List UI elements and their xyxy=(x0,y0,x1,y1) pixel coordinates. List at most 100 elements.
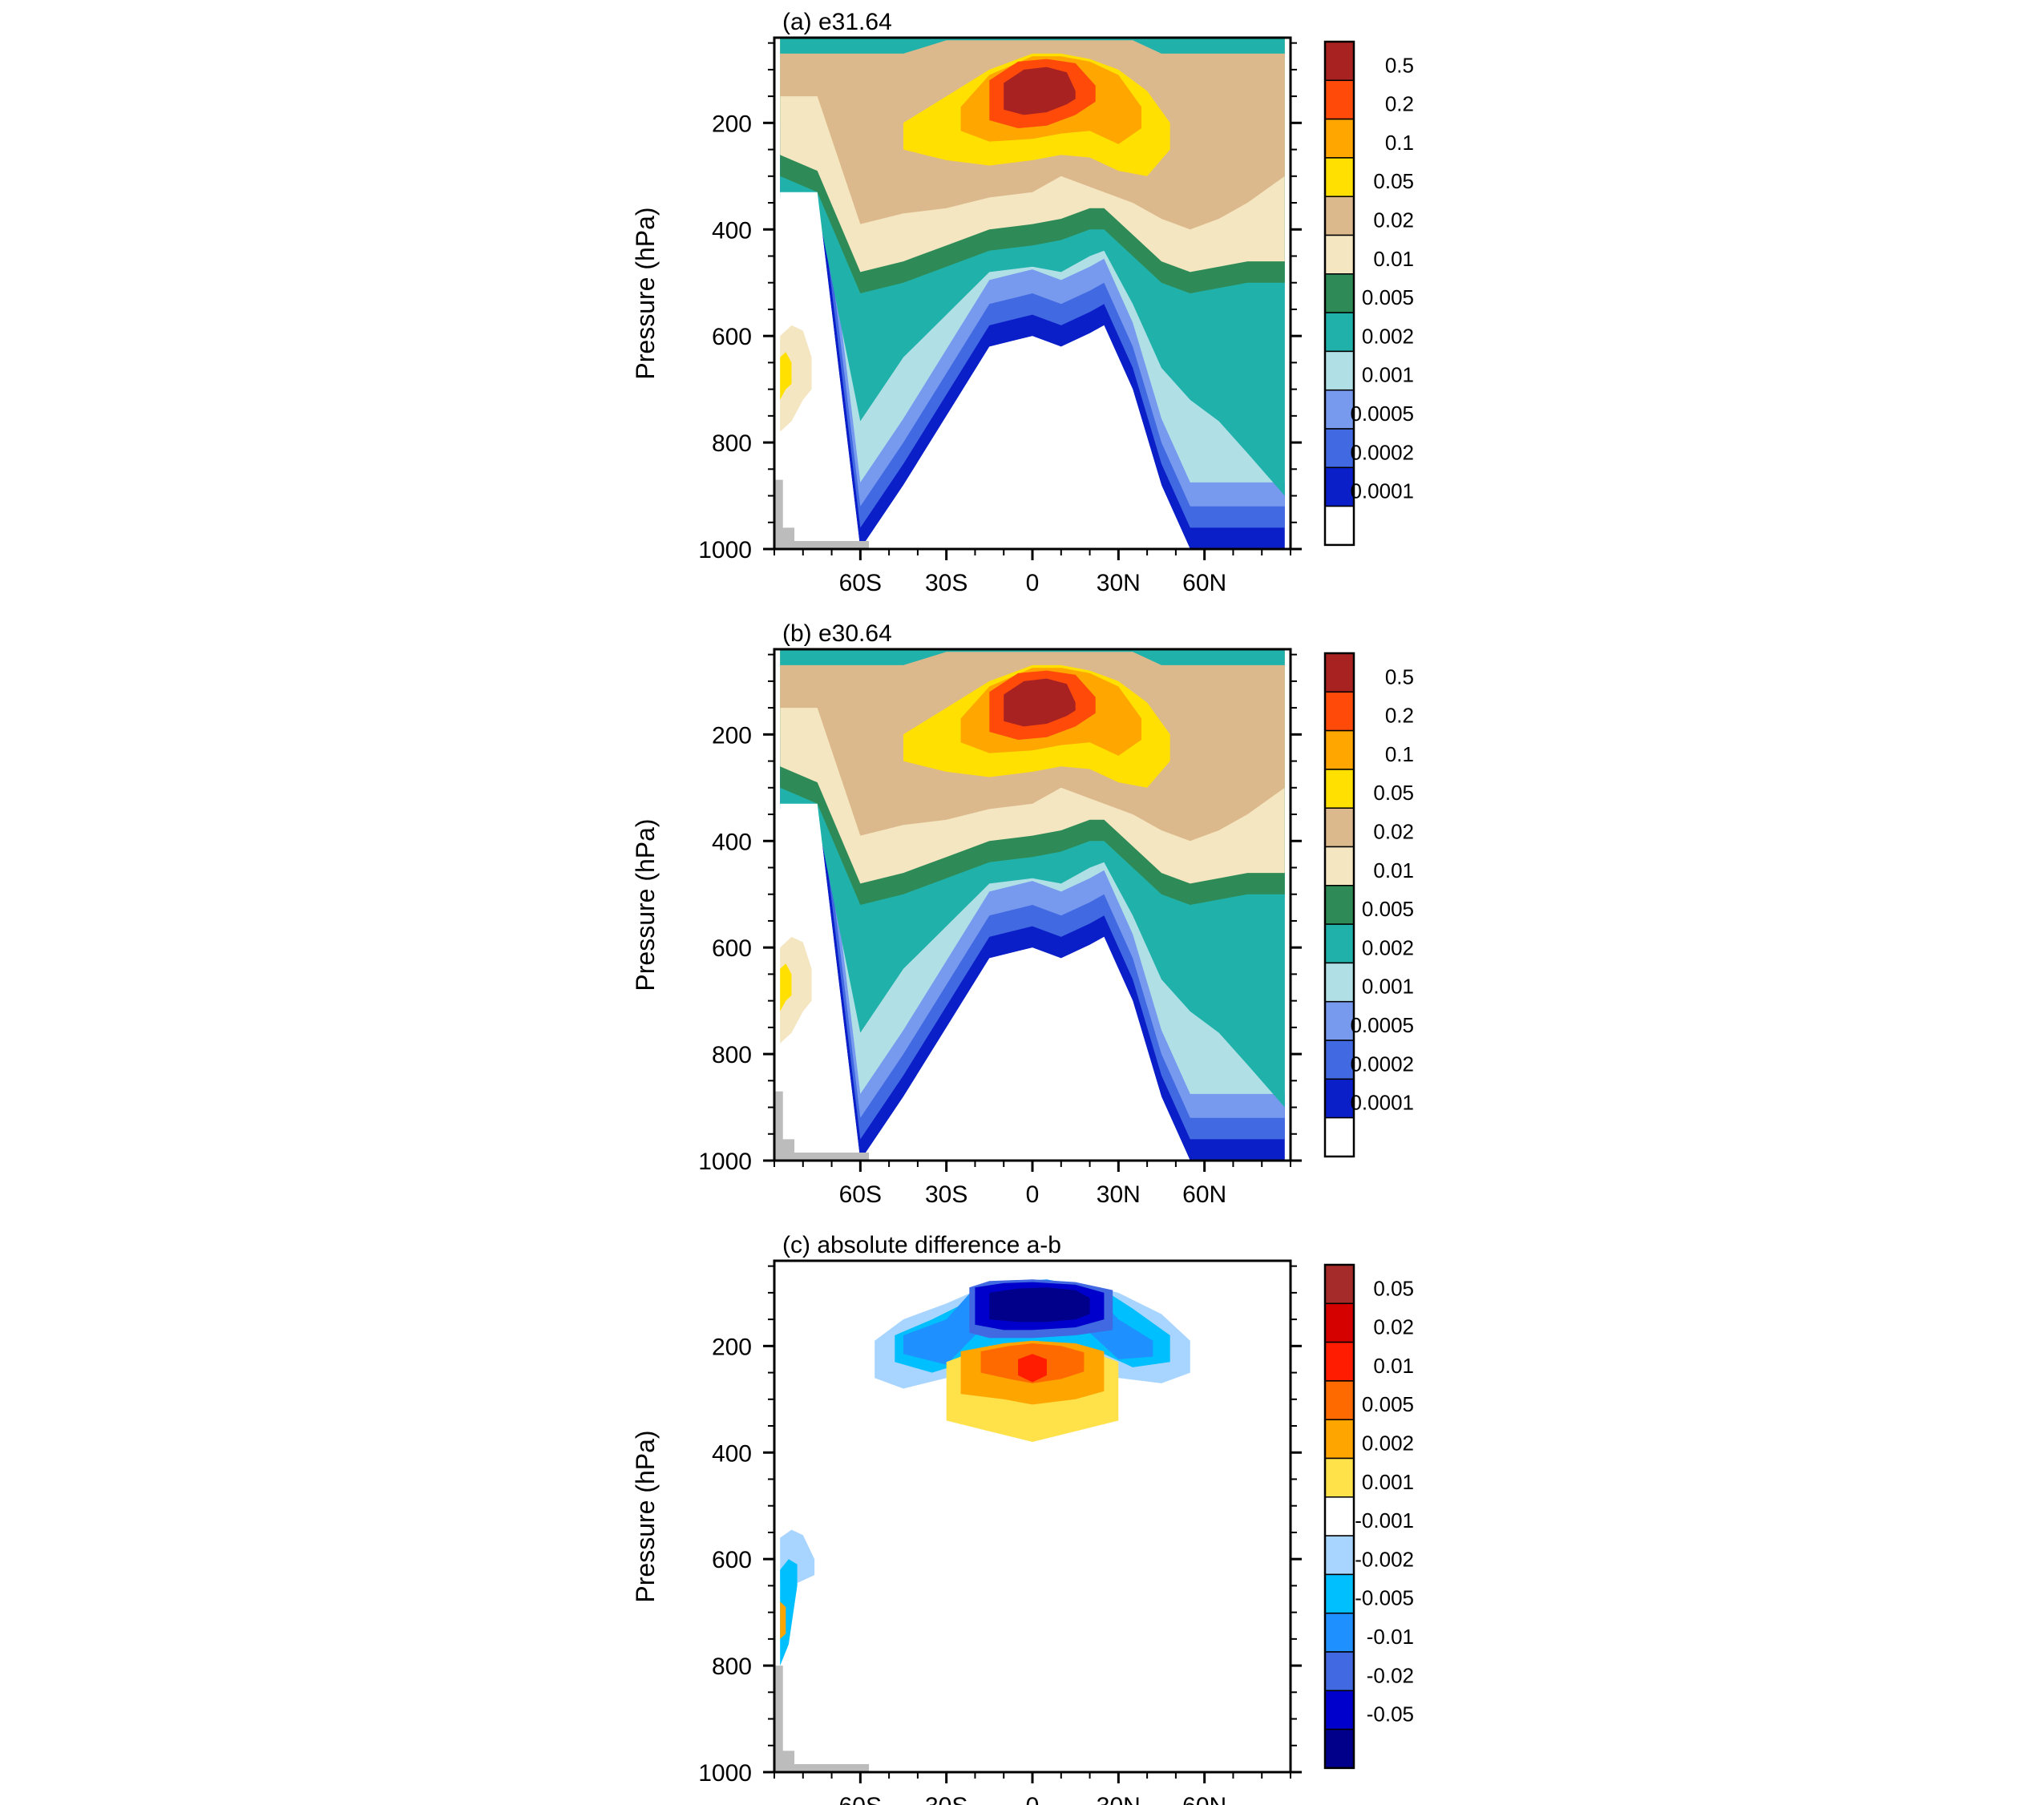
colorbar-label: 0.5 xyxy=(1385,664,1414,688)
colorbar-swatch xyxy=(1324,1264,1355,1305)
colorbar-label: 0.0002 xyxy=(1350,440,1414,464)
ylabel: Pressure (hPa) xyxy=(631,818,660,991)
ytick-label: 400 xyxy=(712,829,752,855)
colorbar-swatch xyxy=(1324,350,1355,391)
panel-title: (c) absolute difference a-b xyxy=(782,1232,1061,1258)
diff-polar-neg2 xyxy=(780,1559,798,1666)
colorbar-swatch xyxy=(1324,196,1355,236)
xtick-label: 60S xyxy=(839,1793,882,1805)
colorbar-label: 0.05 xyxy=(1373,169,1414,193)
topography xyxy=(774,1666,870,1772)
contour-field xyxy=(774,1261,1291,1772)
colorbar-label: -0.001 xyxy=(1355,1508,1414,1532)
colorbar-swatch xyxy=(1324,41,1355,82)
colorbar-label: -0.05 xyxy=(1367,1702,1414,1726)
colorbar-label: 0.05 xyxy=(1373,1276,1414,1300)
band-polar-south xyxy=(780,325,812,432)
band-top-strip xyxy=(780,38,1285,54)
ytick-label: 200 xyxy=(712,722,752,749)
colorbar-label: 0.5 xyxy=(1385,53,1414,77)
colorbar-swatch xyxy=(1324,846,1355,886)
xtick-label: 60S xyxy=(839,1181,882,1208)
xtick-label: 0 xyxy=(1026,570,1040,596)
colorbar-label: 0.0001 xyxy=(1350,479,1414,503)
xtick-label: 60S xyxy=(839,570,882,596)
xtick-label: 30N xyxy=(1097,1793,1141,1805)
colorbar-swatch xyxy=(1324,1535,1355,1576)
colorbar-swatch xyxy=(1324,1457,1355,1498)
colorbar-label: 0.005 xyxy=(1362,897,1414,921)
colorbar-label: 0.0001 xyxy=(1350,1091,1414,1115)
band-0.5 xyxy=(1004,67,1076,115)
diff-neg-0.05 xyxy=(989,1287,1090,1322)
colorbar-swatch xyxy=(1324,1302,1355,1343)
ytick-label: 600 xyxy=(712,324,752,350)
colorbar-swatch xyxy=(1324,691,1355,732)
colorbar: 0.05 0.02 0.01 0.005 0.002 0.001 -0.001 -0.002 -… xyxy=(1323,1263,1414,1770)
xtick-label: 30N xyxy=(1097,1181,1141,1208)
colorbar: 0.5 0.2 0.1 0.05 0.02 0.01 0.005 0.002 0.001 0.00… xyxy=(1323,652,1414,1158)
colorbar-label: 0.002 xyxy=(1362,1431,1414,1456)
ytick-label: 600 xyxy=(712,935,752,962)
topography xyxy=(774,479,870,549)
colorbar-swatch xyxy=(1324,1117,1355,1157)
ytick-label: 400 xyxy=(712,1440,752,1467)
colorbar-frame xyxy=(1323,1263,1355,1770)
colorbar-swatch xyxy=(1324,1496,1355,1536)
colorbar-swatch xyxy=(1324,769,1355,809)
ytick-label: 800 xyxy=(712,1042,752,1068)
colorbar-label: 0.001 xyxy=(1362,363,1414,387)
colorbar-label: 0.002 xyxy=(1362,324,1414,348)
colorbar-swatch xyxy=(1324,962,1355,1003)
panel-title: (b) e30.64 xyxy=(782,620,892,647)
diff-polar-pos xyxy=(780,1601,786,1639)
colorbar-swatch xyxy=(1324,1573,1355,1614)
colorbar-label: 0.05 xyxy=(1373,781,1414,805)
band-polar-south-core xyxy=(780,352,792,400)
colorbar-label: 0.02 xyxy=(1373,208,1414,232)
panel-c: (c) absolute difference a-b 200 400 600 800 1… xyxy=(631,1232,1414,1805)
ytick-label: 1000 xyxy=(698,1760,752,1787)
ytick-label: 600 xyxy=(712,1547,752,1573)
colorbar-swatch xyxy=(1324,312,1355,353)
panel-title: (a) e31.64 xyxy=(782,9,892,35)
xtick-label: 60N xyxy=(1182,570,1226,596)
colorbar-swatch xyxy=(1324,505,1355,546)
xtick-label: 30S xyxy=(925,1181,967,1208)
colorbar-label: 0.01 xyxy=(1373,1354,1414,1378)
colorbar-label: 0.01 xyxy=(1373,858,1414,882)
colorbar-swatch xyxy=(1324,1651,1355,1692)
ytick-label: 1000 xyxy=(698,1149,752,1175)
colorbar-label: 0.01 xyxy=(1373,247,1414,271)
colorbar-swatch xyxy=(1324,1612,1355,1653)
colorbar-frame xyxy=(1323,40,1355,547)
colorbar-swatch xyxy=(1324,79,1355,120)
xtick-label: 60N xyxy=(1182,1793,1226,1805)
colorbar-label: 0.002 xyxy=(1362,935,1414,959)
colorbar-label: 0.0002 xyxy=(1350,1052,1414,1076)
xtick-label: 0 xyxy=(1026,1181,1040,1208)
colorbar-swatch xyxy=(1324,234,1355,275)
topography xyxy=(774,1091,870,1161)
contour-field xyxy=(774,649,1291,1161)
xtick-label: 0 xyxy=(1026,1793,1040,1805)
ylabel: Pressure (hPa) xyxy=(631,1430,660,1602)
colorbar-label: 0.2 xyxy=(1385,704,1414,728)
colorbar-swatch xyxy=(1324,807,1355,848)
colorbar-swatch xyxy=(1324,1690,1355,1730)
colorbar: 0.5 0.2 0.1 0.05 0.02 0.01 0.005 0.002 0.001 0.00… xyxy=(1323,40,1414,547)
xtick-label: 30S xyxy=(925,570,967,596)
colorbar-swatch xyxy=(1324,1728,1355,1769)
colorbar-swatch xyxy=(1324,652,1355,693)
colorbar-swatch xyxy=(1324,729,1355,770)
band-0.5 xyxy=(1004,678,1076,727)
xtick-label: 30S xyxy=(925,1793,967,1805)
contour-field xyxy=(774,38,1291,549)
colorbar-swatch xyxy=(1324,273,1355,313)
band-polar-south xyxy=(780,936,812,1044)
colorbar-label: 0.02 xyxy=(1373,820,1414,844)
ylabel: Pressure (hPa) xyxy=(631,207,660,379)
band-below xyxy=(780,803,1285,1161)
band-top-strip xyxy=(780,649,1285,665)
